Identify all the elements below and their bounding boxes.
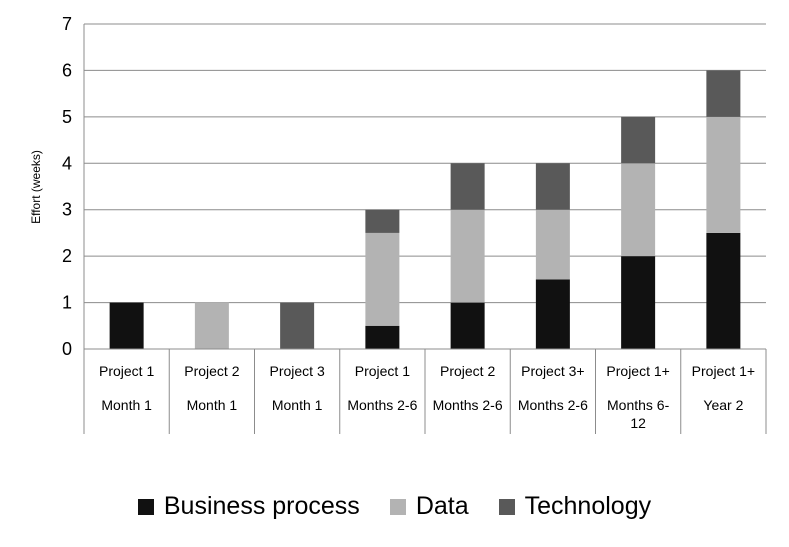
axes (83, 24, 767, 434)
category-label: Project 1+ (606, 363, 669, 379)
bar-segment-data (706, 116, 741, 233)
legend: Business process Data Technology (0, 492, 789, 521)
category-label: Months 2-6 (433, 397, 503, 413)
y-tick-label: 7 (62, 14, 72, 34)
y-tick-label: 4 (62, 153, 72, 173)
bar-segment-data (450, 209, 485, 303)
bar-segment-technology (706, 70, 741, 117)
bar-segment-technology (280, 302, 315, 349)
category-label: 12 (630, 415, 646, 431)
bar-segment-business-process (535, 279, 570, 349)
legend-item-business-process: Business process (137, 492, 360, 521)
category-label: Months 6- (607, 397, 670, 413)
category-label: Project 3+ (521, 363, 584, 379)
bar-segment-data (621, 163, 656, 257)
category-label: Month 1 (187, 397, 238, 413)
y-tick-label: 5 (62, 107, 72, 127)
category-label: Project 1 (355, 363, 410, 379)
bar-segment-technology (621, 116, 656, 164)
category-label: Project 3 (270, 363, 325, 379)
legend-item-data: Data (389, 492, 469, 521)
category-label: Project 1+ (692, 363, 755, 379)
bar-segment-business-process (621, 256, 656, 349)
bar-segment-data (535, 209, 570, 280)
bar-segment-data (194, 302, 229, 349)
legend-label-technology: Technology (524, 492, 652, 520)
y-tick-label: 3 (62, 200, 72, 220)
bar-segment-business-process (109, 302, 144, 349)
category-label: Project 1 (99, 363, 154, 379)
y-tick-label: 1 (62, 293, 72, 313)
category-label: Project 2 (184, 363, 239, 379)
category-label: Month 1 (101, 397, 152, 413)
legend-swatch-data (389, 498, 406, 515)
y-tick-label: 2 (62, 246, 72, 266)
bar-segment-business-process (706, 232, 741, 349)
legend-item-technology: Technology (498, 492, 652, 521)
legend-label-data: Data (415, 492, 469, 520)
bar-segment-business-process (365, 325, 400, 349)
category-label: Months 2-6 (518, 397, 588, 413)
bars (109, 70, 741, 349)
bar-segment-technology (535, 163, 570, 210)
y-tick-labels: 0 1 2 3 4 5 6 7 (62, 14, 72, 359)
bar-segment-technology (450, 163, 485, 210)
legend-swatch-technology (498, 498, 515, 515)
bar-segment-technology (365, 209, 400, 233)
bar-segment-data (365, 232, 400, 326)
legend-label-business-process: Business process (163, 492, 360, 520)
legend-swatch-business-process (137, 498, 154, 515)
category-label: Year 2 (703, 397, 743, 413)
category-label: Month 1 (272, 397, 323, 413)
category-label: Project 2 (440, 363, 495, 379)
category-label: Months 2-6 (347, 397, 417, 413)
y-tick-label: 0 (62, 339, 72, 359)
y-tick-label: 6 (62, 60, 72, 80)
gridlines (84, 23, 766, 304)
category-labels: Project 1 Month 1 Project 2 Month 1 Project … (99, 363, 755, 431)
y-axis-title: Effort (weeks) (29, 150, 43, 224)
bar-segment-business-process (450, 302, 485, 349)
